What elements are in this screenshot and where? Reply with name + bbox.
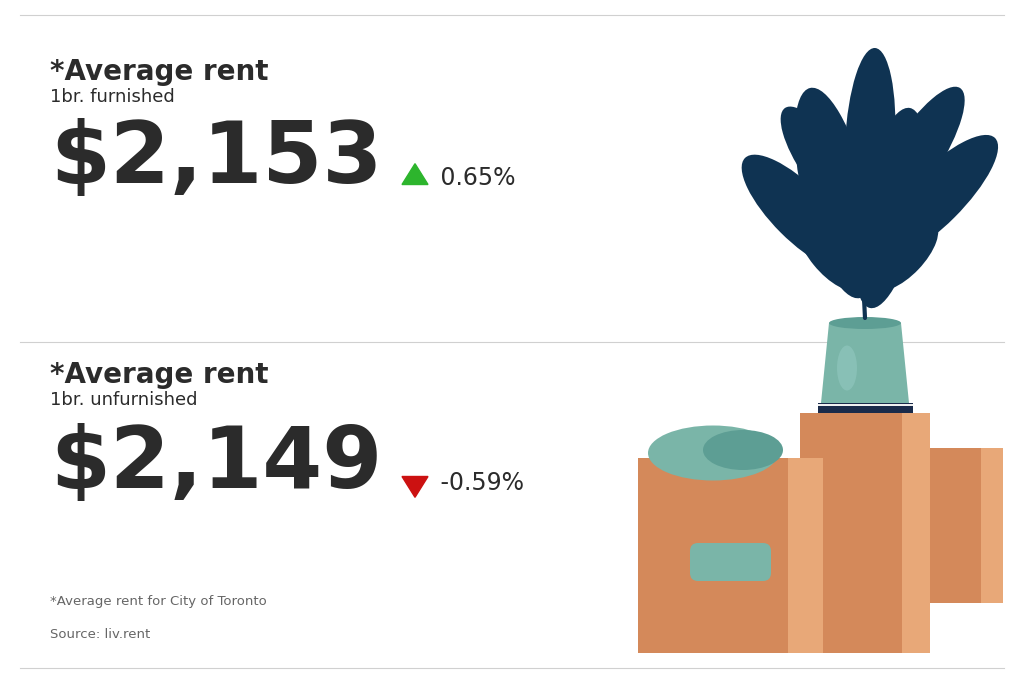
Ellipse shape <box>741 154 858 271</box>
Text: Source: liv.rent: Source: liv.rent <box>50 628 151 641</box>
Text: -0.59%: -0.59% <box>433 471 524 495</box>
Ellipse shape <box>869 220 938 291</box>
Polygon shape <box>821 323 909 403</box>
Text: 0.65%: 0.65% <box>433 166 515 190</box>
Text: 1br. furnished: 1br. furnished <box>50 88 175 106</box>
Polygon shape <box>800 413 930 653</box>
Ellipse shape <box>829 317 901 329</box>
Polygon shape <box>902 413 930 653</box>
Polygon shape <box>402 477 428 497</box>
Text: *Average rent for City of Toronto: *Average rent for City of Toronto <box>50 595 266 608</box>
FancyBboxPatch shape <box>818 403 913 413</box>
Ellipse shape <box>795 87 876 298</box>
Ellipse shape <box>854 108 926 308</box>
Polygon shape <box>638 458 823 653</box>
Text: $2,149: $2,149 <box>50 423 382 506</box>
Text: 1br. unfurnished: 1br. unfurnished <box>50 391 198 409</box>
FancyBboxPatch shape <box>690 543 771 581</box>
Polygon shape <box>788 458 823 653</box>
FancyBboxPatch shape <box>818 404 913 406</box>
Text: *Average rent: *Average rent <box>50 58 268 86</box>
Ellipse shape <box>780 107 864 219</box>
Ellipse shape <box>648 426 778 481</box>
Ellipse shape <box>797 216 860 290</box>
Polygon shape <box>402 164 428 184</box>
Text: *Average rent: *Average rent <box>50 361 268 389</box>
Polygon shape <box>981 448 1002 603</box>
Ellipse shape <box>837 346 857 391</box>
Text: $2,153: $2,153 <box>50 118 382 201</box>
Ellipse shape <box>703 430 783 470</box>
Ellipse shape <box>845 48 895 238</box>
Ellipse shape <box>865 87 965 229</box>
Polygon shape <box>898 448 1002 603</box>
Ellipse shape <box>871 135 998 261</box>
